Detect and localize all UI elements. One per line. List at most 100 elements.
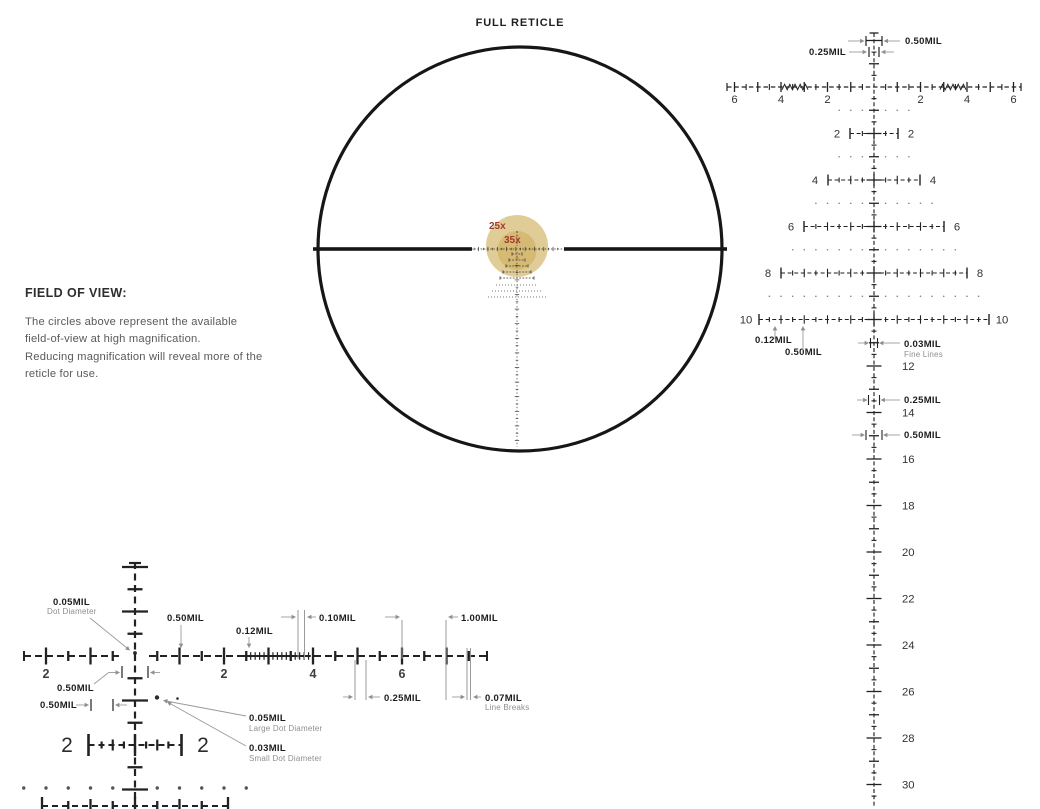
bottom-tree-dot bbox=[66, 786, 70, 790]
leader-line bbox=[165, 700, 247, 717]
tree-dot bbox=[768, 295, 771, 298]
callout-line-breaks-sub: Line Breaks bbox=[485, 703, 529, 712]
arrowhead bbox=[883, 38, 888, 44]
tree-dot bbox=[954, 248, 957, 251]
callout-003mil-small-dot: 0.03MIL bbox=[249, 743, 286, 754]
arrowhead bbox=[125, 645, 130, 651]
tree-dot bbox=[908, 155, 910, 158]
tree-dot bbox=[931, 202, 933, 205]
tree-row-label: 6 bbox=[788, 222, 794, 234]
tree-dot bbox=[815, 248, 817, 251]
tree-dot bbox=[849, 109, 852, 112]
tree-dot bbox=[838, 202, 840, 205]
tree-dot bbox=[849, 155, 852, 158]
callout-005mil-dot: 0.05MIL bbox=[53, 597, 90, 608]
arrowhead bbox=[881, 49, 886, 55]
tree-dot bbox=[803, 248, 806, 251]
tree-dot bbox=[861, 155, 864, 158]
windage-axis-label: 4 bbox=[964, 94, 970, 106]
arrowhead bbox=[864, 340, 869, 346]
tree-dot bbox=[849, 248, 852, 251]
tree-dot bbox=[919, 248, 922, 251]
callout-top-050mil: 0.50MIL bbox=[905, 36, 942, 47]
tree-dot bbox=[908, 109, 910, 112]
tree-dot bbox=[908, 202, 910, 205]
callout-025mil-mid: 0.25MIL bbox=[904, 395, 941, 406]
arrowhead bbox=[115, 702, 120, 708]
tree-dot bbox=[896, 109, 899, 112]
drop-mil-label: 12 bbox=[902, 361, 915, 373]
bottom-tree-dot bbox=[88, 786, 93, 790]
callout-007mil-line-break: 0.07MIL bbox=[485, 693, 522, 704]
field-of-view-line: field-of-view at high magnification. bbox=[25, 333, 201, 346]
bottom-tree-dot bbox=[177, 786, 182, 790]
callout-025mil-gap: 0.25MIL bbox=[384, 693, 421, 704]
tree-row-label: 10 bbox=[740, 315, 753, 327]
tree-dot bbox=[896, 155, 899, 158]
leader-line bbox=[93, 672, 109, 685]
arrowhead bbox=[473, 694, 478, 700]
center-graphics bbox=[313, 45, 727, 453]
tree-dot bbox=[931, 295, 933, 298]
drop-mil-label: 16 bbox=[902, 454, 915, 466]
tree-dot bbox=[884, 248, 887, 251]
tree-dot bbox=[896, 202, 899, 205]
tree-dot bbox=[815, 202, 817, 205]
ranging-zigzag-band bbox=[781, 83, 809, 91]
big-tree-row-label: 2 bbox=[61, 734, 73, 757]
tree-row-label: 2 bbox=[834, 129, 840, 141]
drop-mil-label: 28 bbox=[902, 733, 915, 745]
bottom-tree-dot bbox=[244, 786, 248, 790]
tree-dot bbox=[780, 295, 782, 298]
magnification-25x-label: 25x bbox=[489, 221, 506, 232]
arrowhead bbox=[448, 614, 453, 620]
tree-dot bbox=[791, 248, 794, 251]
arrowhead bbox=[150, 670, 155, 675]
bottom-tree-dot bbox=[200, 786, 204, 790]
arrowhead bbox=[84, 702, 89, 708]
ranging-zigzag-band bbox=[939, 83, 967, 91]
closeup-axis-label: 2 bbox=[43, 667, 50, 681]
arrowhead bbox=[291, 614, 296, 620]
windage-axis-label: 6 bbox=[1010, 94, 1016, 106]
tree-dot bbox=[884, 109, 887, 112]
callout-050mil-row10: 0.50MIL bbox=[785, 347, 822, 358]
tree-dot bbox=[884, 295, 887, 298]
windage-axis-label: 2 bbox=[917, 94, 923, 106]
closeup-axis-label: 4 bbox=[310, 667, 317, 681]
arrowhead bbox=[863, 397, 868, 403]
tree-row-label: 8 bbox=[977, 268, 983, 280]
tree-dot bbox=[896, 295, 899, 298]
tree-dot bbox=[838, 109, 840, 112]
callout-fine-lines-sub: Fine Lines bbox=[904, 350, 943, 359]
arrowhead bbox=[800, 326, 806, 331]
center-closeup-detail-diagram: 0.05MIL Dot Diameter 0.50MIL 0.12MIL 0.1… bbox=[22, 561, 529, 809]
bottom-tree-dot bbox=[222, 786, 226, 790]
drop-mil-label: 24 bbox=[902, 640, 915, 652]
callout-050mil-tall-tick: 0.50MIL bbox=[167, 613, 204, 624]
tree-dot bbox=[815, 295, 817, 298]
magnification-35x-label: 35x bbox=[504, 235, 521, 246]
tree-dot bbox=[826, 202, 829, 205]
callout-050mil-upper: 0.50MIL bbox=[57, 683, 94, 694]
tree-dot bbox=[826, 248, 829, 251]
tree-dot bbox=[849, 295, 852, 298]
arrowhead bbox=[772, 326, 778, 331]
page-title: FULL RETICLE bbox=[475, 17, 565, 29]
leader-line bbox=[89, 617, 128, 649]
arrowhead bbox=[368, 694, 373, 700]
field-of-view-block: FIELD OF VIEW: The circles above represe… bbox=[25, 286, 275, 384]
large-reference-dot bbox=[154, 695, 160, 700]
arrowhead bbox=[178, 643, 184, 648]
callout-003mil: 0.03MIL bbox=[904, 339, 941, 350]
callout-small-dot-sub: Small Dot Diameter bbox=[249, 754, 322, 763]
arrowhead bbox=[163, 698, 168, 704]
tree-row-label: 8 bbox=[765, 268, 771, 280]
tree-dot bbox=[826, 295, 829, 298]
tree-dot bbox=[954, 295, 957, 298]
full-reticle-circle-diagram: 25x 35x bbox=[313, 45, 727, 453]
callout-050mil-lower: 0.50MIL bbox=[40, 700, 77, 711]
arrowhead bbox=[307, 614, 312, 620]
callout-050mil-mid: 0.50MIL bbox=[904, 430, 941, 441]
